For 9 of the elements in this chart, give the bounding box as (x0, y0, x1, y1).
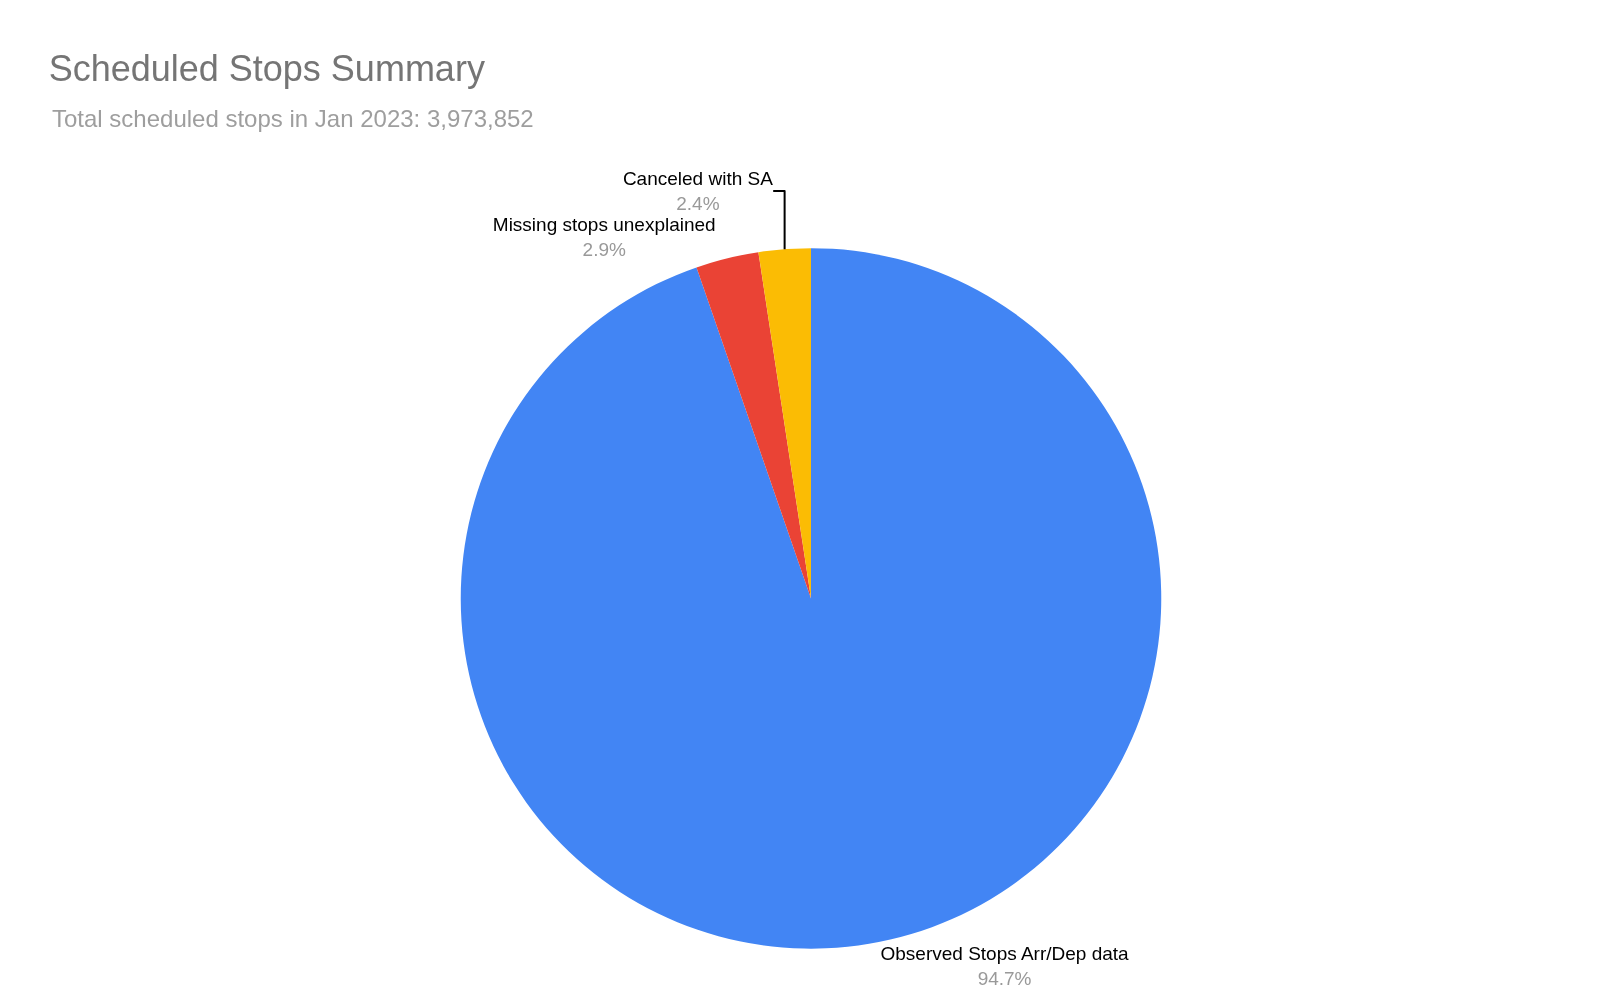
pie-slice (696, 252, 811, 599)
data-label: 2.9% (582, 238, 626, 260)
slice-label: Canceled with SA (622, 168, 774, 190)
slice-label: Observed Stops Arr/Dep data (880, 943, 1130, 965)
slice-label: Missing stops unexplained (492, 213, 716, 235)
chart-title: Scheduled Stops Summary (48, 47, 485, 89)
data-label: 2.4% (676, 192, 720, 214)
chart-subtitle: Total scheduled stops in Jan 2023: 3,973,852 (52, 105, 534, 132)
data-label: 94.7% (977, 967, 1032, 989)
